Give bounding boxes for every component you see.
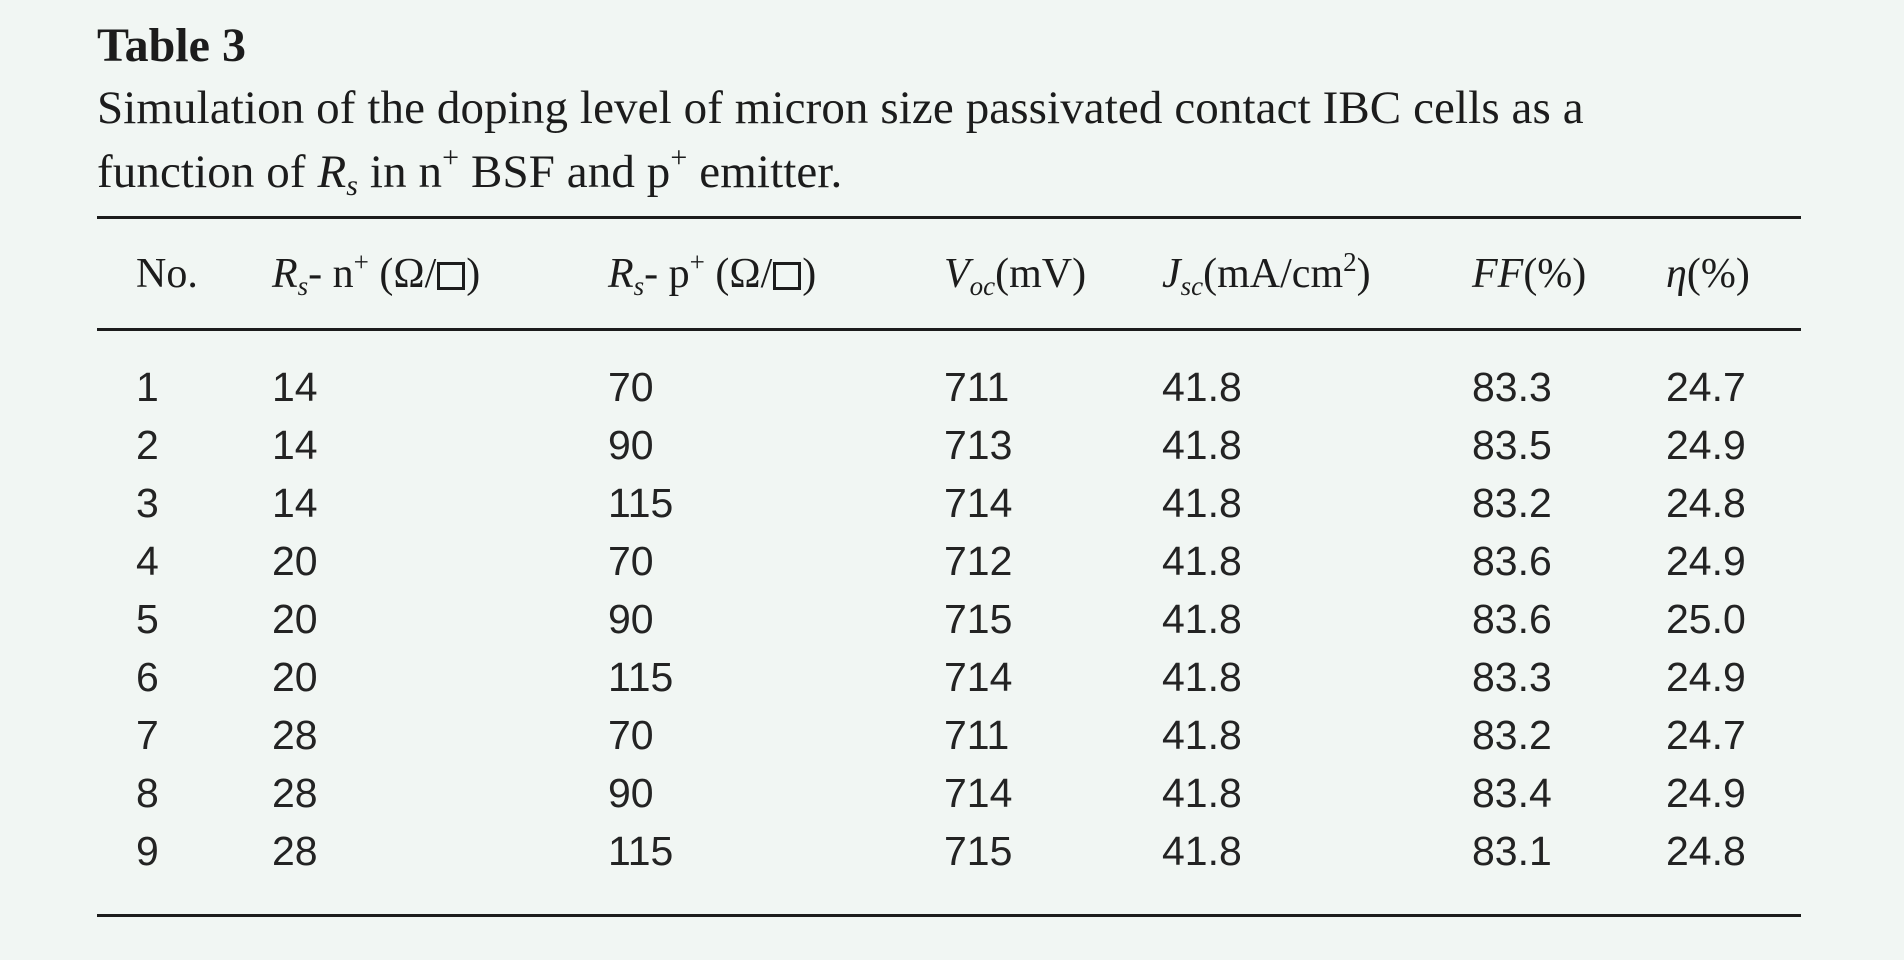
table-header-row: No. Rs- n+ (Ω/) Rs- p+ (Ω/) Voc(mV) Jsc(…	[0, 245, 1904, 303]
table-caption: Simulation of the doping level of micron…	[97, 76, 1801, 204]
cell-jsc: 41.8	[1162, 712, 1242, 758]
cell-rs-n: 28	[272, 828, 318, 874]
square-icon	[437, 262, 466, 290]
caption-text: function of	[97, 146, 318, 198]
table-bottom-rule	[97, 914, 1801, 917]
cell-eta: 24.8	[1666, 480, 1746, 526]
cell-jsc: 41.8	[1162, 422, 1242, 468]
cell-voc: 712	[944, 538, 1013, 584]
square-icon	[773, 262, 802, 290]
cell-no: 7	[136, 712, 159, 758]
cell-ff: 83.6	[1472, 596, 1552, 642]
header-rs-n: Rs- n+ (Ω/)	[272, 247, 481, 301]
cell-rs-n: 20	[272, 596, 318, 642]
cell-voc: 715	[944, 828, 1013, 874]
header-voc: Voc(mV)	[944, 251, 1087, 301]
cell-eta: 24.9	[1666, 654, 1746, 700]
cell-rs-p: 90	[608, 770, 654, 816]
cell-ff: 83.3	[1472, 654, 1552, 700]
cell-eta: 24.7	[1666, 364, 1746, 410]
cell-voc: 714	[944, 654, 1013, 700]
cell-rs-p: 90	[608, 422, 654, 468]
header-rs-p: Rs- p+ (Ω/)	[608, 247, 817, 301]
cell-rs-n: 14	[272, 422, 318, 468]
header-no: No.	[136, 251, 198, 297]
cell-voc: 714	[944, 480, 1013, 526]
caption-superscript: +	[670, 141, 688, 174]
cell-ff: 83.2	[1472, 480, 1552, 526]
cell-eta: 24.8	[1666, 828, 1746, 874]
table-row: 7 28 70 711 41.8 83.2 24.7	[0, 706, 1904, 764]
table-row: 1 14 70 711 41.8 83.3 24.7	[0, 358, 1904, 416]
cell-jsc: 41.8	[1162, 770, 1242, 816]
cell-jsc: 41.8	[1162, 596, 1242, 642]
caption-text: in n	[358, 146, 443, 198]
cell-eta: 24.9	[1666, 770, 1746, 816]
cell-no: 2	[136, 422, 159, 468]
cell-jsc: 41.8	[1162, 654, 1242, 700]
caption-symbol-s: s	[346, 169, 359, 202]
cell-rs-n: 20	[272, 538, 318, 584]
cell-ff: 83.5	[1472, 422, 1552, 468]
cell-eta: 25.0	[1666, 596, 1746, 642]
table-row: 6 20 115 714 41.8 83.3 24.9	[0, 648, 1904, 706]
table-row: 3 14 115 714 41.8 83.2 24.8	[0, 474, 1904, 532]
caption-text: BSF and p	[459, 146, 671, 198]
table-row: 2 14 90 713 41.8 83.5 24.9	[0, 416, 1904, 474]
cell-voc: 715	[944, 596, 1013, 642]
cell-voc: 711	[944, 364, 1010, 410]
cell-no: 4	[136, 538, 159, 584]
table-top-rule	[97, 216, 1801, 219]
cell-voc: 711	[944, 712, 1010, 758]
cell-jsc: 41.8	[1162, 364, 1242, 410]
cell-rs-p: 115	[608, 828, 674, 874]
caption-line-1: Simulation of the doping level of micron…	[97, 82, 1584, 134]
cell-rs-n: 14	[272, 364, 318, 410]
cell-rs-p: 115	[608, 654, 674, 700]
table-row: 4 20 70 712 41.8 83.6 24.9	[0, 532, 1904, 590]
cell-rs-p: 90	[608, 596, 654, 642]
table-label: Table 3	[97, 19, 246, 72]
table-row: 8 28 90 714 41.8 83.4 24.9	[0, 764, 1904, 822]
table-caption-block: Table 3 Simulation of the doping level o…	[97, 18, 1801, 204]
cell-rs-p: 70	[608, 364, 654, 410]
table-row: 5 20 90 715 41.8 83.6 25.0	[0, 590, 1904, 648]
cell-voc: 714	[944, 770, 1013, 816]
cell-ff: 83.3	[1472, 364, 1552, 410]
cell-eta: 24.9	[1666, 538, 1746, 584]
cell-jsc: 41.8	[1162, 538, 1242, 584]
cell-ff: 83.4	[1472, 770, 1552, 816]
caption-text: emitter.	[687, 146, 843, 198]
cell-voc: 713	[944, 422, 1013, 468]
cell-ff: 83.6	[1472, 538, 1552, 584]
cell-no: 9	[136, 828, 159, 874]
cell-no: 1	[136, 364, 159, 410]
cell-eta: 24.7	[1666, 712, 1746, 758]
cell-rs-n: 20	[272, 654, 318, 700]
cell-rs-p: 70	[608, 538, 654, 584]
cell-rs-n: 28	[272, 770, 318, 816]
cell-rs-p: 115	[608, 480, 674, 526]
cell-no: 5	[136, 596, 159, 642]
table-row: 9 28 115 715 41.8 83.1 24.8	[0, 822, 1904, 880]
cell-no: 6	[136, 654, 159, 700]
header-eta: η(%)	[1666, 251, 1750, 297]
cell-ff: 83.2	[1472, 712, 1552, 758]
header-ff: FF(%)	[1472, 251, 1587, 297]
header-jsc: Jsc(mA/cm2)	[1162, 247, 1371, 301]
table-header-rule	[97, 328, 1801, 331]
cell-jsc: 41.8	[1162, 828, 1242, 874]
cell-eta: 24.9	[1666, 422, 1746, 468]
cell-no: 3	[136, 480, 159, 526]
cell-rs-n: 28	[272, 712, 318, 758]
cell-ff: 83.1	[1472, 828, 1552, 874]
cell-no: 8	[136, 770, 159, 816]
caption-superscript: +	[442, 141, 460, 174]
cell-rs-n: 14	[272, 480, 318, 526]
caption-symbol-r: R	[317, 146, 347, 198]
cell-jsc: 41.8	[1162, 480, 1242, 526]
cell-rs-p: 70	[608, 712, 654, 758]
